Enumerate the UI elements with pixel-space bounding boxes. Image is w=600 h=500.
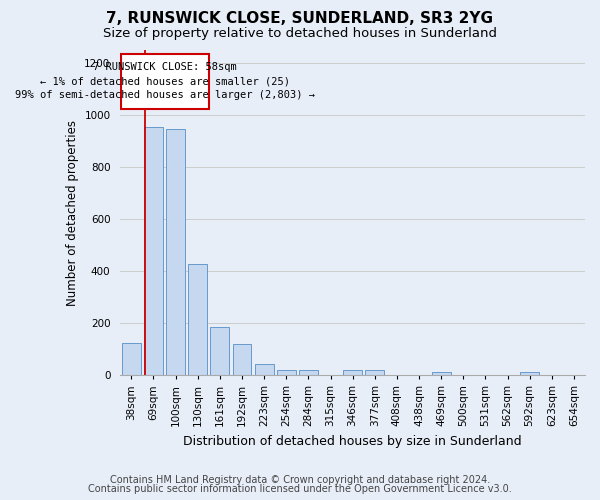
Bar	[122, 342, 141, 375]
Text: Contains HM Land Registry data © Crown copyright and database right 2024.: Contains HM Land Registry data © Crown c…	[110, 475, 490, 485]
Y-axis label: Number of detached properties: Number of detached properties	[66, 120, 79, 306]
Bar	[188, 264, 207, 375]
Bar	[255, 364, 274, 375]
Text: Size of property relative to detached houses in Sunderland: Size of property relative to detached ho…	[103, 28, 497, 40]
Bar	[299, 370, 318, 375]
Text: 7, RUNSWICK CLOSE, SUNDERLAND, SR3 2YG: 7, RUNSWICK CLOSE, SUNDERLAND, SR3 2YG	[107, 11, 493, 26]
Bar	[432, 372, 451, 375]
Bar	[166, 130, 185, 375]
Bar	[233, 344, 251, 375]
Text: 7 RUNSWICK CLOSE: 58sqm
← 1% of detached houses are smaller (25)
99% of semi-det: 7 RUNSWICK CLOSE: 58sqm ← 1% of detached…	[15, 62, 315, 100]
Bar	[144, 126, 163, 375]
Text: Contains public sector information licensed under the Open Government Licence v3: Contains public sector information licen…	[88, 484, 512, 494]
X-axis label: Distribution of detached houses by size in Sunderland: Distribution of detached houses by size …	[184, 434, 522, 448]
Bar	[277, 370, 296, 375]
Bar	[211, 328, 229, 375]
Bar	[365, 370, 384, 375]
Bar	[343, 370, 362, 375]
Bar	[520, 372, 539, 375]
FancyBboxPatch shape	[121, 54, 209, 108]
